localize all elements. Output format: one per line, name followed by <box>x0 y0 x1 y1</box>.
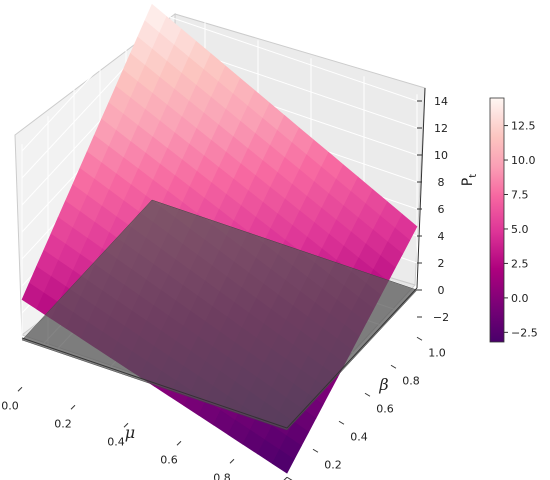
z-tick-label: 4 <box>438 230 445 243</box>
z-tick-label: 10 <box>434 149 448 162</box>
x-tick-label: 0.4 <box>107 435 125 448</box>
colorbar-gradient <box>489 97 505 343</box>
x-axis-line <box>21 337 288 429</box>
z-tick-label: −2 <box>433 311 449 324</box>
x-tick-mark <box>283 476 288 480</box>
colorbar-tick-label: 7.5 <box>511 188 529 201</box>
colorbar-tick-label: 0.0 <box>511 292 529 305</box>
z-tick-label: 0 <box>438 284 445 297</box>
colorbar-tick-label: 10.0 <box>511 154 536 167</box>
colorbar-tick-label: 5.0 <box>511 223 529 236</box>
z-axis-label-subscript: t <box>468 174 479 178</box>
axis-edges <box>21 87 426 429</box>
y-tick-mark <box>390 364 397 369</box>
y-tick-mark <box>312 448 319 453</box>
y-tick-mark <box>364 392 371 397</box>
z-tick-label: 2 <box>438 257 445 270</box>
x-axis-label: μ <box>125 423 135 442</box>
colorbar-tick-label: 12.5 <box>511 120 536 133</box>
x-tick-mark <box>176 440 182 446</box>
colorbar: −2.5 0.0 2.5 5.0 7.5 10.0 12.5 <box>489 97 538 343</box>
x-tick-mark <box>70 404 76 410</box>
z-axis-label: Pt <box>460 174 479 186</box>
y-tick-label: 0.6 <box>376 402 394 415</box>
surface-patch <box>271 449 295 474</box>
y-tick-mark <box>416 336 423 341</box>
grid-line <box>21 10 153 152</box>
grid-line <box>286 336 418 478</box>
x-tick-mark <box>17 386 23 392</box>
z-tick-label: 12 <box>434 122 448 135</box>
x-tick-label: 0.2 <box>54 417 72 430</box>
y-tick-mark <box>338 420 345 425</box>
colorbar-ticks: −2.5 0.0 2.5 5.0 7.5 10.0 12.5 <box>504 120 538 339</box>
y-tick-label: 0.4 <box>350 430 368 443</box>
z-axis-label-main: P <box>460 178 476 186</box>
grid-line <box>151 10 418 102</box>
colorbar-tick-label: 2.5 <box>511 257 529 270</box>
colorbar-tick-label: −2.5 <box>511 326 538 339</box>
x-tick-mark <box>229 458 235 464</box>
x-tick-mark <box>123 422 129 428</box>
z-tick-label: 8 <box>438 176 445 189</box>
x-tick-label: 0.0 <box>1 399 19 412</box>
y-tick-label: 1.0 <box>428 346 446 359</box>
tick-labels: 0.00.20.40.60.81.00.00.20.40.60.81.0−202… <box>1 95 449 480</box>
y-tick-label: 0.2 <box>324 458 342 471</box>
y-axis-line <box>286 287 418 429</box>
x-tick-label: 0.8 <box>213 471 231 480</box>
z-tick-label: 14 <box>434 95 448 108</box>
y-tick-label: 0.8 <box>402 374 420 387</box>
z-tick-label: 6 <box>438 203 445 216</box>
grid-line <box>21 386 288 478</box>
x-tick-label: 0.6 <box>160 453 178 466</box>
z-axis-line <box>416 87 426 289</box>
y-axis-label: β <box>378 375 388 394</box>
